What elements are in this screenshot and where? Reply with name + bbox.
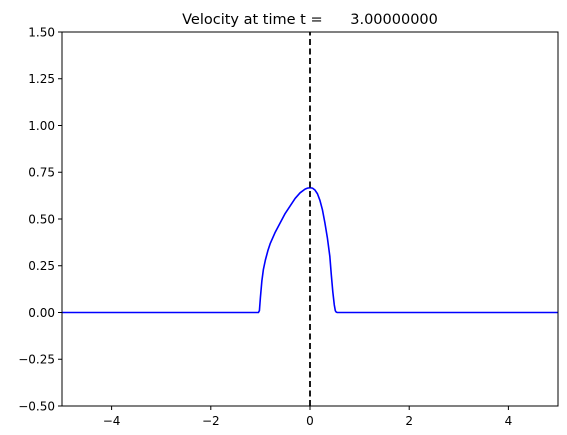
x-tick-label: −4 <box>103 414 121 428</box>
x-tick-label: 2 <box>405 414 413 428</box>
y-tick-label: 0.50 <box>28 212 55 226</box>
axes-frame <box>61 31 559 407</box>
y-tick-label: −0.25 <box>18 353 55 367</box>
y-tick-label: 0.25 <box>28 259 55 273</box>
plot-area <box>62 32 558 406</box>
y-tick-label: 0.75 <box>28 166 55 180</box>
x-axis-ticks: −4 −2 0 2 4 <box>103 406 512 428</box>
y-tick-label: 0.00 <box>28 306 55 320</box>
y-axis-ticks: −0.50 −0.25 0.00 0.25 0.50 0.75 1.00 1.25 1.50 <box>18 25 62 413</box>
y-tick-label: 1.50 <box>28 25 55 39</box>
y-tick-label: −0.50 <box>18 399 55 413</box>
x-tick-label: 4 <box>505 414 513 428</box>
y-tick-label: 1.00 <box>28 119 55 133</box>
velocity-series-line <box>62 186 558 314</box>
chart-title: Velocity at time t = 3.00000000 <box>182 12 438 28</box>
y-tick-label: 1.25 <box>28 72 55 86</box>
x-tick-label: 0 <box>306 414 314 428</box>
x-tick-label: −2 <box>202 414 220 428</box>
